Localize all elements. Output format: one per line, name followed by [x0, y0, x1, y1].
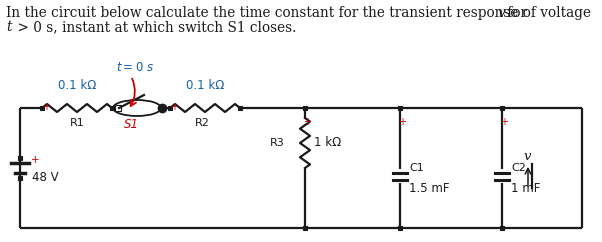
Text: +: +	[303, 117, 311, 127]
Text: +: +	[170, 102, 178, 112]
Text: 1.5 mF: 1.5 mF	[409, 182, 450, 195]
Text: 1 mF: 1 mF	[511, 182, 541, 195]
Text: S1: S1	[124, 118, 139, 131]
Text: In the circuit below calculate the time constant for the transient response of v: In the circuit below calculate the time …	[6, 6, 595, 20]
Text: +: +	[42, 102, 50, 112]
Text: > 0 s, instant at which switch S1 closes.: > 0 s, instant at which switch S1 closes…	[13, 20, 296, 34]
Text: for: for	[503, 6, 527, 20]
Text: R1: R1	[70, 118, 84, 128]
Text: v: v	[497, 6, 504, 20]
Text: R2: R2	[195, 118, 210, 128]
Text: t: t	[6, 20, 11, 34]
Text: C1: C1	[409, 163, 424, 173]
Text: 48 V: 48 V	[32, 171, 58, 184]
Text: +: +	[31, 155, 40, 165]
Text: +: +	[500, 117, 508, 127]
Text: 0.1 kΩ: 0.1 kΩ	[186, 79, 224, 92]
Text: R3: R3	[270, 138, 285, 148]
Text: 1 kΩ: 1 kΩ	[314, 136, 341, 150]
Text: v: v	[524, 150, 532, 162]
Text: +: +	[398, 117, 406, 127]
Text: C2: C2	[511, 163, 526, 173]
Text: $t=0$ s: $t=0$ s	[116, 61, 154, 74]
Text: 0.1 kΩ: 0.1 kΩ	[58, 79, 96, 92]
